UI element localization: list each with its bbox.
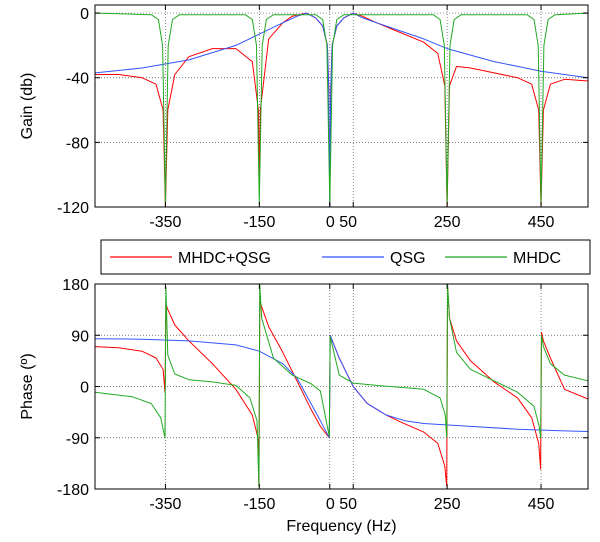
plot1-ytick-label-3: -90: [66, 431, 89, 448]
plot1-ylabel: Phase (º): [19, 353, 36, 419]
plot1-series-qsg: [94, 334, 589, 439]
plot1-ytick-label-4: -180: [57, 482, 89, 499]
legend-label-qsg: QSG: [390, 250, 426, 267]
plot0-xtick-label-4: 250: [434, 214, 461, 231]
plot0-ytick-label-1: -40: [66, 71, 89, 88]
plot0-xtick-label-1: -150: [243, 214, 275, 231]
phase-plot: -350 -150 0 50 250 450 180 90 0 -90 -180 Phase (º)…: [19, 277, 589, 535]
plot1-ytick-label-2: 0: [80, 380, 89, 397]
plot1-xlabel: Frequency (Hz): [286, 518, 396, 535]
plot0-xtick-label-5: 450: [528, 214, 555, 231]
legend-label-mhdc: MHDC: [513, 250, 561, 267]
plot0-xtick-label-0: -350: [149, 214, 181, 231]
plot1-xtick-label-2: 0 50: [326, 496, 357, 513]
plot0-ytick-label-2: -80: [66, 135, 89, 152]
plot1-xtick-label-0: -350: [149, 496, 181, 513]
plot1-xtick-label-1: -150: [243, 496, 275, 513]
plot0-frame: [94, 4, 589, 208]
plot1-ytick-label-0: 180: [62, 277, 89, 294]
plot1-xtick-label-5: 450: [528, 496, 555, 513]
plot0-xtick-label-2: 0 50: [326, 214, 357, 231]
plot0-ylabel: Gain (db): [19, 73, 36, 140]
legend: MHDC+QSG QSG MHDC: [100, 239, 591, 275]
plot0-area: [95, 5, 588, 207]
plot0-ytick-label-3: -120: [57, 200, 89, 217]
plot1-ytick-label-1: 90: [71, 328, 89, 345]
gain-plot: -350 -150 0 50 250 450 0 -40 -80 -120 Gain (db): [19, 4, 589, 231]
legend-label-mhdc-qsg: MHDC+QSG: [178, 250, 271, 267]
plot1-series-mhdc: [94, 284, 589, 487]
plot0-ytick-label-0: 0: [80, 6, 89, 23]
plot1-xtick-label-4: 250: [434, 496, 461, 513]
